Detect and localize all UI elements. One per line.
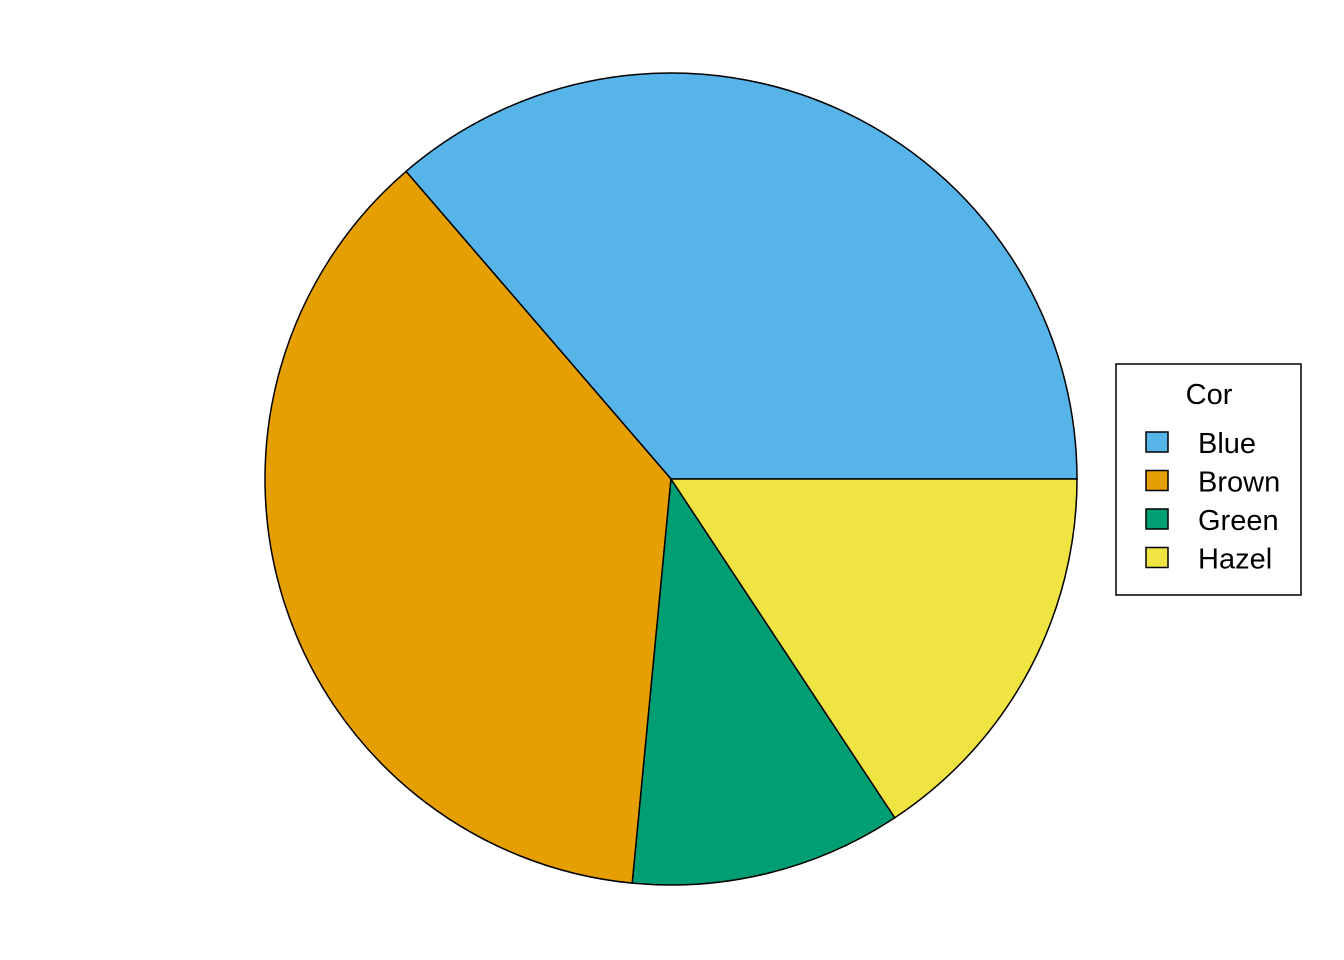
legend-key-brown (1145, 469, 1169, 492)
legend: Cor Blue Brown Green Hazel (1115, 363, 1302, 596)
legend-label-hazel: Hazel (1198, 544, 1272, 576)
legend-label-blue: Blue (1198, 428, 1256, 460)
pie-slice-green (631, 476, 896, 886)
legend-label-green: Green (1198, 505, 1279, 537)
pie-slice-brown (264, 170, 672, 884)
pie-slices (264, 72, 1078, 886)
legend-label-brown: Brown (1198, 467, 1280, 499)
legend-key-green (1145, 508, 1169, 530)
legend-title: Cor (1186, 379, 1233, 411)
legend-key-hazel (1145, 546, 1169, 569)
pie-slice-blue (404, 72, 1078, 480)
pie-slice-hazel (669, 478, 1078, 819)
legend-key-blue (1145, 431, 1169, 453)
